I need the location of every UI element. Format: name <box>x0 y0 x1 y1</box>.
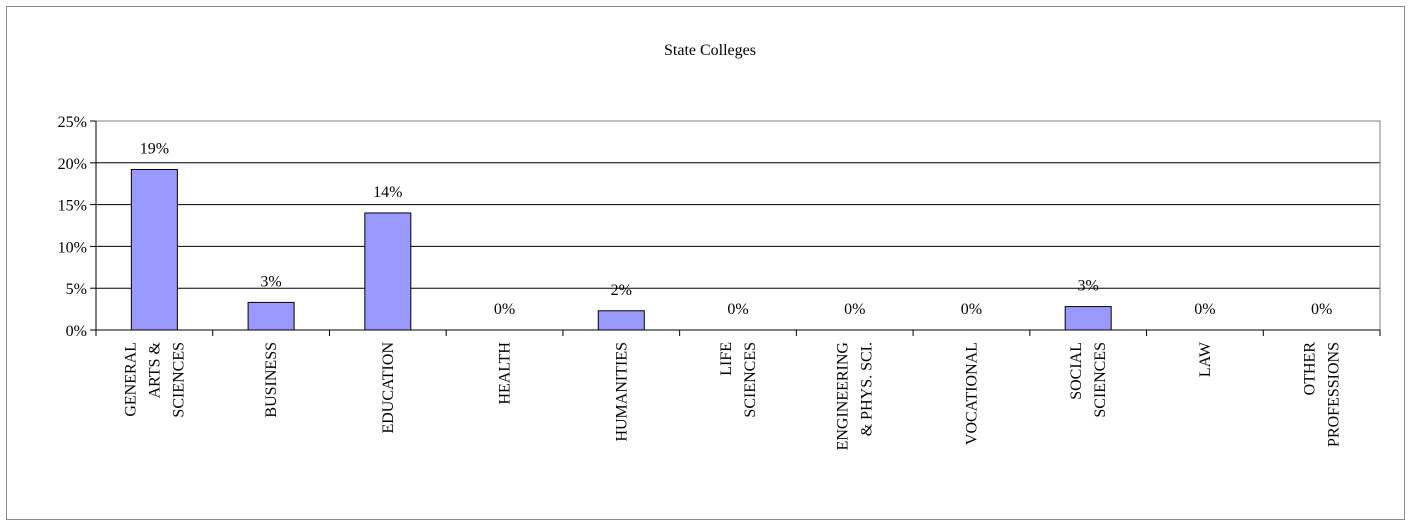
x-category-label: VOCATIONAL <box>963 342 980 445</box>
bar <box>1064 306 1112 331</box>
bar <box>364 212 412 331</box>
bar <box>247 301 295 331</box>
chart-title: State Colleges <box>664 42 756 59</box>
data-label: 0% <box>961 301 982 318</box>
y-tick-label: 20% <box>58 156 87 173</box>
data-label: 3% <box>1078 278 1099 295</box>
bars <box>130 168 1112 331</box>
x-category-label: LIFE <box>718 342 735 376</box>
axes <box>95 120 1381 336</box>
data-label: 3% <box>260 273 281 290</box>
y-tick-label: 15% <box>58 198 87 215</box>
x-category-label: PROFESSIONS <box>1326 342 1343 447</box>
x-category-label: EDUCATION <box>380 342 397 434</box>
data-label: 19% <box>140 140 169 157</box>
y-tick-label: 25% <box>58 114 87 131</box>
plot-border <box>95 120 1381 331</box>
x-category-label: HUMANITIES <box>613 342 630 442</box>
x-category-label: ARTS & <box>146 341 163 398</box>
y-tick-label: 5% <box>66 281 87 298</box>
data-label: 0% <box>1194 301 1215 318</box>
y-tick-label: 0% <box>66 323 87 340</box>
data-label: 0% <box>1311 301 1332 318</box>
bar <box>130 168 178 331</box>
data-label: 14% <box>373 184 402 201</box>
data-labels: 19% 3% 14% 0% 2% 0% 0% 0% 3% 0% 0% <box>140 140 1333 318</box>
data-label: 0% <box>727 301 748 318</box>
data-label: 0% <box>844 301 865 318</box>
x-category-label: LAW <box>1197 341 1214 377</box>
gridlines <box>96 120 1380 289</box>
x-category-label: OTHER <box>1302 342 1319 396</box>
x-category-label: SCIENCES <box>170 342 187 418</box>
x-category-label: HEALTH <box>497 342 514 405</box>
y-tick-label: 10% <box>58 239 87 256</box>
chart-frame <box>6 6 1405 520</box>
data-label: 0% <box>494 301 515 318</box>
y-axis-ticks: 0% 5% 10% 15% 20% 25% <box>58 114 96 340</box>
x-category-label: BUSINESS <box>263 342 280 418</box>
x-category-label: SCIENCES <box>742 342 759 418</box>
x-category-label: & PHYS. SCI. <box>859 342 876 436</box>
x-category-label: SOCIAL <box>1068 342 1085 400</box>
x-category-label: ENGINEERING <box>835 342 852 451</box>
x-category-label: GENERAL <box>122 342 139 417</box>
x-axis-labels: GENERAL ARTS & SCIENCES BUSINESS EDUCATION HE… <box>122 341 1342 450</box>
bar <box>597 310 645 331</box>
data-label: 2% <box>611 282 632 299</box>
x-category-label: SCIENCES <box>1092 342 1109 418</box>
